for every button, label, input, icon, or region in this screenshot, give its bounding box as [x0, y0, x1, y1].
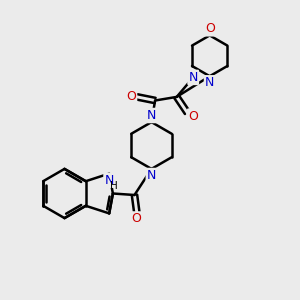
Text: O: O	[205, 22, 214, 35]
Text: N: N	[147, 169, 156, 182]
Text: N: N	[104, 174, 114, 187]
Text: O: O	[126, 90, 136, 103]
Text: N: N	[188, 71, 198, 84]
Text: H: H	[110, 181, 117, 191]
Text: N: N	[205, 76, 214, 89]
Text: O: O	[188, 110, 198, 123]
Text: N: N	[147, 109, 156, 122]
Text: O: O	[131, 212, 141, 226]
